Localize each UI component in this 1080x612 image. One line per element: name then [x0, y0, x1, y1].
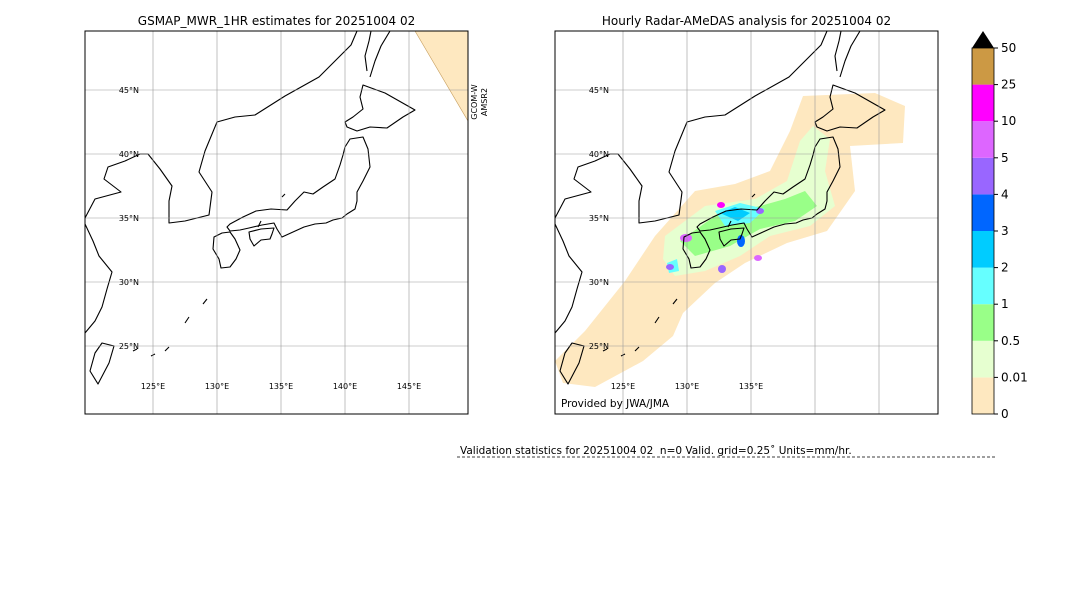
- lat-label: 35°N: [119, 214, 139, 223]
- lat-label: 45°N: [589, 86, 609, 95]
- map-left: [84, 30, 469, 415]
- lat-label: 25°N: [589, 342, 609, 351]
- colorbar-label: 0: [1001, 407, 1009, 421]
- lon-label: 140°E: [333, 382, 357, 391]
- sensor-label: AMSR2: [480, 88, 489, 116]
- colorbar-label: 4: [1001, 187, 1009, 201]
- lat-label: 35°N: [589, 214, 609, 223]
- map-title: Hourly Radar-AMeDAS analysis for 2025100…: [602, 14, 891, 28]
- colorbar-label: 10: [1001, 114, 1016, 128]
- colorbar-label: 0.01: [1001, 370, 1028, 384]
- colorbar-segment: [972, 267, 994, 305]
- map-title: GSMAP_MWR_1HR estimates for 20251004 02: [138, 14, 415, 28]
- validation-text: Validation statistics for 20251004 02 n=…: [460, 445, 852, 457]
- colorbar-label: 5: [1001, 151, 1009, 165]
- credit: Provided by JWA/JMA: [561, 398, 670, 410]
- colorbar-label: 1: [1001, 297, 1009, 311]
- colorbar-segment: [972, 231, 994, 268]
- colorbar-segment: [972, 194, 994, 231]
- colorbar-segment: [972, 121, 994, 158]
- colorbar: 0 0.01 0.5 1 2 3 4 5 10 25 50: [971, 31, 1028, 421]
- colorbar-segment: [972, 377, 994, 414]
- lon-label: 125°E: [611, 382, 635, 391]
- lon-label: 145°E: [397, 382, 421, 391]
- colorbar-label: 0.5: [1001, 334, 1020, 348]
- lon-label: 135°E: [739, 382, 763, 391]
- map-right: [554, 30, 939, 415]
- colorbar-label: 50: [1001, 41, 1016, 55]
- colorbar-label: 25: [1001, 78, 1016, 92]
- lat-label: 30°N: [589, 278, 609, 287]
- lon-label: 130°E: [205, 382, 229, 391]
- lon-label: 135°E: [269, 382, 293, 391]
- colorbar-segment: [972, 340, 994, 378]
- colorbar-segment: [972, 84, 994, 122]
- lon-label: 125°E: [141, 382, 165, 391]
- lat-label: 40°N: [119, 150, 139, 159]
- colorbar-segment: [972, 48, 994, 85]
- lat-label: 45°N: [119, 86, 139, 95]
- colorbar-label: 2: [1001, 261, 1009, 275]
- colorbar-segment: [972, 157, 994, 195]
- lat-label: 40°N: [589, 150, 609, 159]
- lon-label: 130°E: [675, 382, 699, 391]
- colorbar-segment: [972, 304, 994, 341]
- lat-label: 25°N: [119, 342, 139, 351]
- lat-label: 30°N: [119, 278, 139, 287]
- sensor-label: GCOM-W: [470, 84, 479, 120]
- colorbar-label: 3: [1001, 224, 1009, 238]
